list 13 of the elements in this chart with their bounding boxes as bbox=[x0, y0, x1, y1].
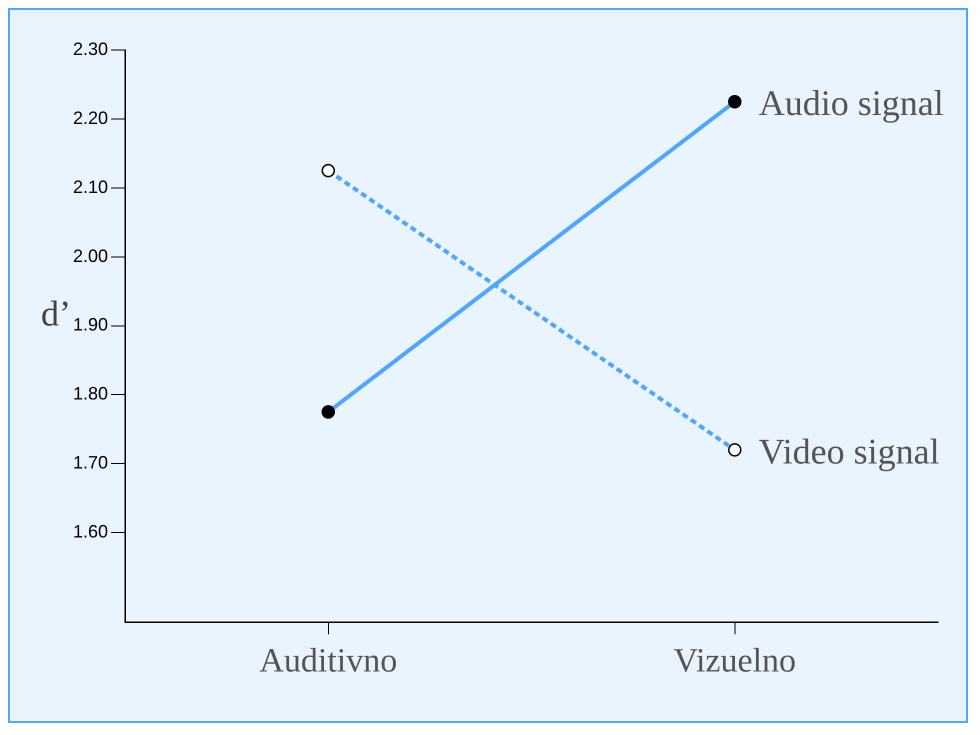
series-label: Audio signal bbox=[758, 83, 944, 124]
y-tick-label: 2.00 bbox=[72, 246, 108, 266]
x-tick-label: Vizuelno bbox=[673, 642, 796, 680]
x-tick-label: Auditivno bbox=[259, 642, 398, 680]
series-label: Video signal bbox=[758, 431, 940, 472]
y-axis-title: d’ bbox=[41, 294, 71, 334]
y-tick-label: 1.70 bbox=[72, 452, 108, 473]
y-tick-label: 1.60 bbox=[72, 522, 108, 542]
y-tick-label: 2.20 bbox=[72, 108, 108, 128]
y-tick-label: 2.10 bbox=[72, 176, 108, 197]
y-tick-label: 1.90 bbox=[72, 314, 108, 335]
y-tick-label: 1.80 bbox=[72, 384, 108, 404]
y-tick-label: 2.30 bbox=[72, 38, 108, 59]
